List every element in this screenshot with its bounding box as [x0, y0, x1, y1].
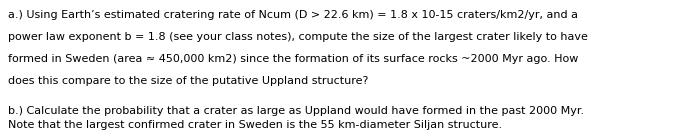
- Text: does this compare to the size of the putative Uppland structure?: does this compare to the size of the put…: [8, 76, 369, 86]
- Text: formed in Sweden (area ≈ 450,000 km2) since the formation of its surface rocks ~: formed in Sweden (area ≈ 450,000 km2) si…: [8, 54, 579, 64]
- Text: Note that the largest confirmed crater in Sweden is the 55 km-diameter Siljan st: Note that the largest confirmed crater i…: [8, 120, 503, 130]
- Text: a.) Using Earth’s estimated cratering rate of Ncum (D > 22.6 km) = 1.8 x 10-15 c: a.) Using Earth’s estimated cratering ra…: [8, 10, 579, 20]
- Text: b.) Calculate the probability that a crater as large as Uppland would have forme: b.) Calculate the probability that a cra…: [8, 106, 585, 116]
- Text: power law exponent b = 1.8 (see your class notes), compute the size of the large: power law exponent b = 1.8 (see your cla…: [8, 32, 588, 42]
